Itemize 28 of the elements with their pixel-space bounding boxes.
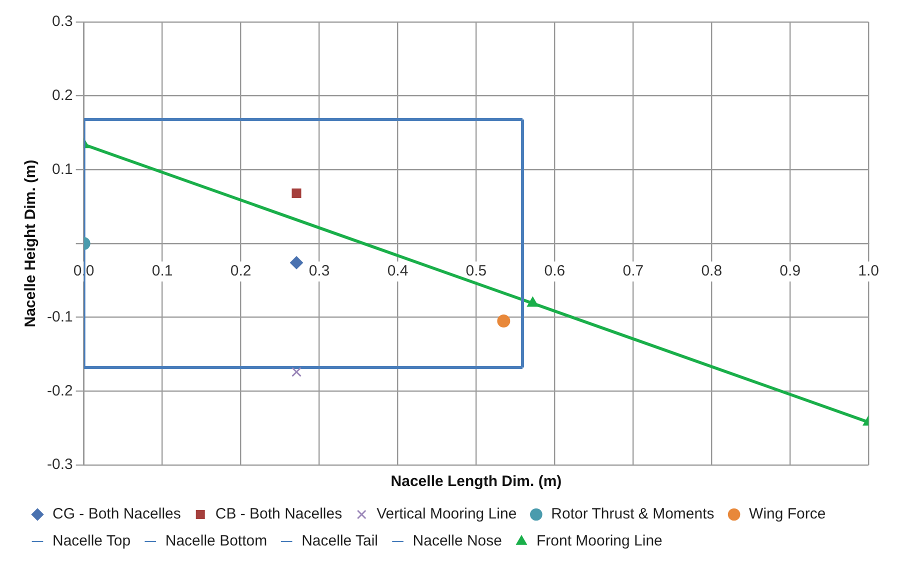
y-tick-label: 0.2 (52, 86, 73, 104)
legend-label: Front Mooring Line (536, 532, 662, 550)
x-tick-label: 0.6 (544, 262, 566, 280)
legend-label: Nacelle Tail (302, 532, 378, 550)
legend-label: CB - Both Nacelles (215, 506, 342, 523)
x-tick-label: 0.3 (308, 262, 330, 280)
legend-label: Vertical Mooring Line (376, 506, 517, 523)
x-tick-label: 0.1 (152, 262, 173, 280)
legend-label: Rotor Thrust & Moments (551, 506, 714, 523)
x-tick-label: 0.9 (780, 262, 801, 280)
y-tick-label: -0.2 (46, 382, 73, 400)
x-tick-label: 0.8 (701, 262, 722, 280)
x-tick-label: 0.5 (466, 262, 487, 280)
legend-label: CG - Both Nacelles (52, 506, 181, 523)
legend-label: Nacelle Bottom (165, 532, 268, 550)
x-axis-title: Nacelle Length Dim. (m) (390, 473, 562, 490)
x-tick-label: 0.7 (622, 262, 644, 280)
y-tick-label: 0.3 (52, 13, 73, 30)
y-axis-title: Nacelle Height Dim. (m) (22, 160, 40, 328)
legend-label: Nacelle Top (52, 532, 131, 550)
y-tick-label: 0.1 (52, 160, 73, 178)
x-tick-label: 0.4 (387, 262, 408, 280)
x-tick-label: 1.0 (858, 262, 880, 280)
legend-label: Nacelle Nose (412, 532, 502, 550)
x-tick-label: 0.2 (230, 262, 252, 280)
y-tick-label: -0.1 (46, 308, 73, 326)
legend-label: Wing Force (749, 506, 826, 523)
y-tick-label: -0.3 (46, 456, 73, 474)
